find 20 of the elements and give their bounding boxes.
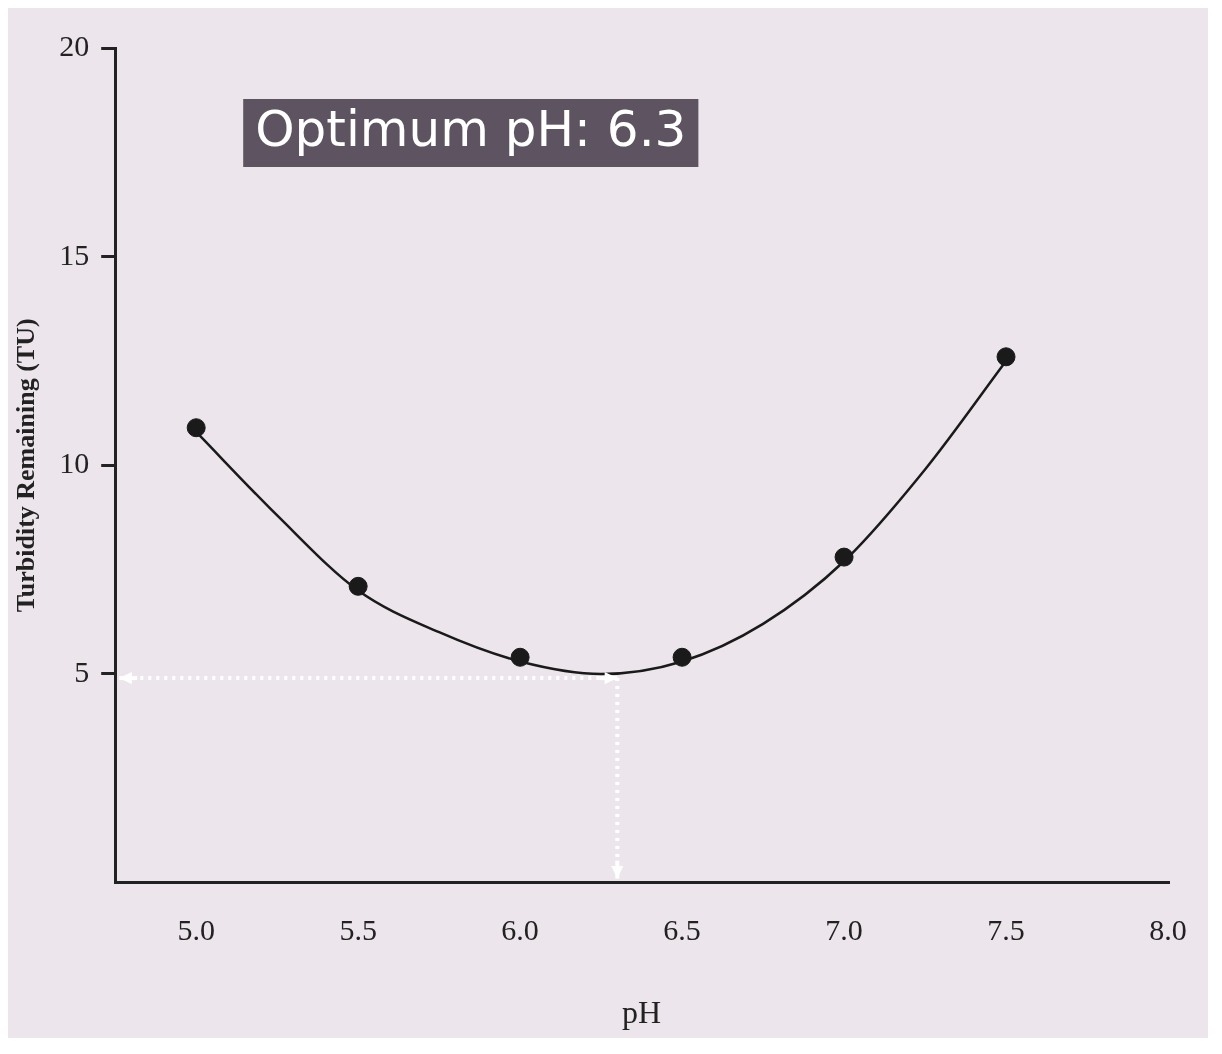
y-tick-label: 10 — [59, 446, 90, 480]
x-tick-label: 7.5 — [987, 913, 1025, 947]
point — [672, 647, 692, 667]
x-tick-label: 6.0 — [501, 913, 539, 947]
x-tick-label: 8.0 — [1149, 913, 1187, 947]
point — [348, 576, 368, 596]
x-tick-label: 5.5 — [339, 913, 377, 947]
y-tick-label: 20 — [59, 28, 90, 62]
x-tick-label: 5.0 — [177, 913, 215, 947]
annotation: Optimum pH: 6.3 — [255, 99, 687, 158]
point — [186, 418, 206, 438]
point — [834, 547, 854, 567]
x-axis-title: pH — [622, 994, 662, 1031]
x-tick-label: 6.5 — [663, 913, 701, 947]
y-tick-label: 15 — [59, 237, 90, 271]
y-tick-label: 5 — [74, 654, 90, 688]
y-axis-title: Turbidity Remaining (TU) — [11, 318, 41, 613]
x-tick-label: 7.0 — [825, 913, 863, 947]
point — [996, 347, 1016, 367]
point — [510, 647, 530, 667]
